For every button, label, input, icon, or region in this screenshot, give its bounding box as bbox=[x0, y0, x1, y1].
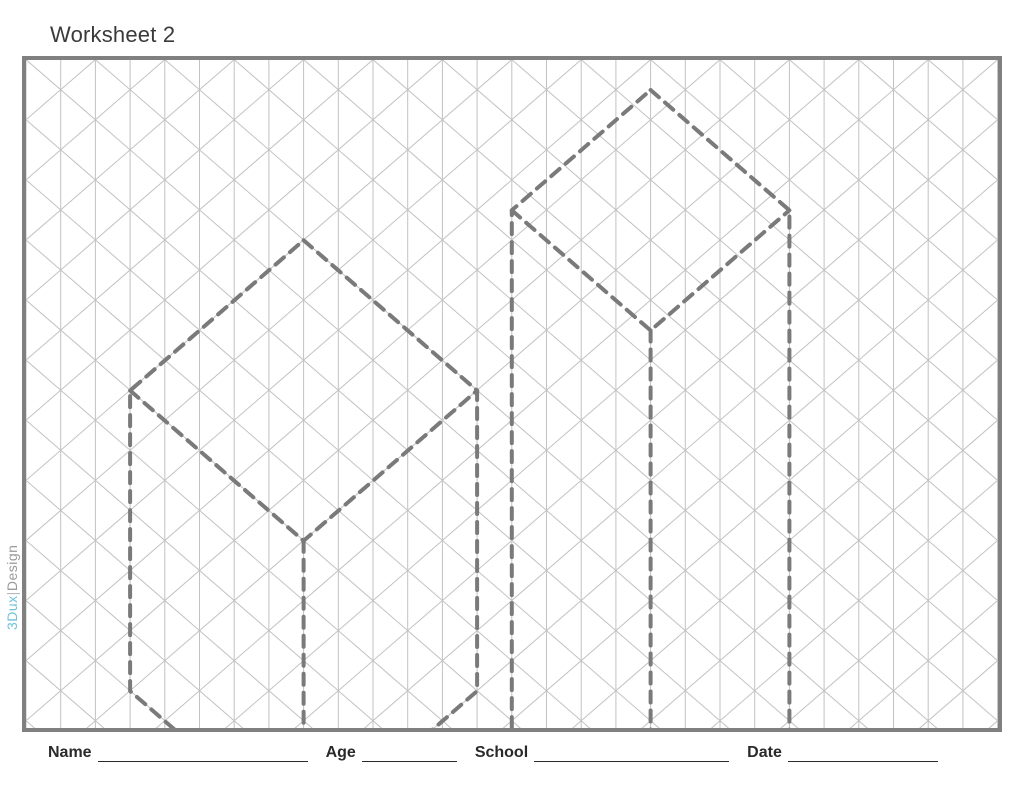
traced-shapes bbox=[130, 90, 789, 728]
brand-logo: 3Dux|Design bbox=[4, 545, 20, 630]
brand-part-3: Design bbox=[4, 545, 20, 592]
drawing-frame bbox=[22, 56, 1002, 732]
field-line[interactable] bbox=[534, 747, 729, 762]
field-name: Name bbox=[48, 744, 308, 762]
field-age: Age bbox=[326, 744, 457, 762]
field-line[interactable] bbox=[788, 747, 938, 762]
brand-part-2: | bbox=[4, 591, 20, 595]
field-label: Name bbox=[48, 744, 92, 762]
field-school: School bbox=[475, 744, 729, 762]
isometric-canvas bbox=[26, 60, 998, 728]
footer-fields: Name Age School Date bbox=[48, 744, 994, 762]
field-line[interactable] bbox=[98, 747, 308, 762]
field-line[interactable] bbox=[362, 747, 457, 762]
field-label: Age bbox=[326, 744, 356, 762]
field-label: Date bbox=[747, 744, 782, 762]
brand-part-1: 3Dux bbox=[4, 595, 20, 630]
page-title: Worksheet 2 bbox=[50, 22, 175, 48]
field-label: School bbox=[475, 744, 528, 762]
field-date: Date bbox=[747, 744, 938, 762]
worksheet-page: Worksheet 2 3Dux|Design Name Age School … bbox=[0, 0, 1024, 791]
